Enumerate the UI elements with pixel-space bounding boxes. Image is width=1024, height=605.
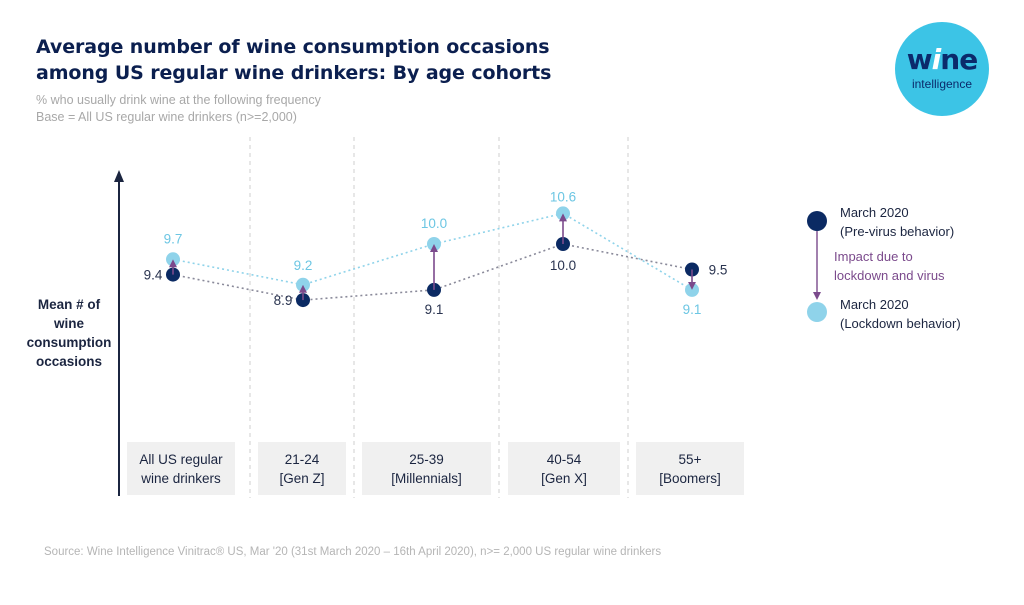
x-category-label-text: 40-54 [Gen X] <box>541 450 587 488</box>
legend-lockdown-marker <box>807 302 827 322</box>
y-axis-label-line: wine <box>53 316 84 331</box>
chart-title: Average number of wine consumption occas… <box>36 34 636 86</box>
x-category-label: 55+ [Boomers] <box>636 442 744 495</box>
logo-ne: ne <box>940 43 978 76</box>
x-category-label: 40-54 [Gen X] <box>508 442 620 495</box>
legend-pre-virus-label: (Pre-virus behavior) <box>840 224 954 239</box>
pre-virus-data-label: 9.1 <box>425 302 444 317</box>
subtitle-line-1: % who usually drink wine at the followin… <box>36 93 321 107</box>
x-category-label-line: wine drinkers <box>141 470 221 486</box>
legend-pre-virus-marker <box>807 211 827 231</box>
lockdown-data-label: 9.7 <box>164 231 183 246</box>
chart-subtitle: % who usually drink wine at the followin… <box>36 92 321 126</box>
x-category-label-text: 55+ [Boomers] <box>659 450 721 488</box>
legend-impact-label: Impact due to <box>834 249 913 264</box>
y-axis-label-line: consumption <box>26 335 112 350</box>
logo-word-wine: wine <box>895 46 989 74</box>
logo-i: i <box>931 43 942 76</box>
x-category-label: 25-39 [Millennials] <box>362 442 491 495</box>
wine-intelligence-logo: wine intelligence <box>895 22 989 116</box>
subtitle-line-2: Base = All US regular wine drinkers (n>=… <box>36 110 297 124</box>
logo-w: w <box>906 43 933 76</box>
legend-pre-virus-label: March 2020 <box>840 205 909 220</box>
y-axis-label: Mean # of wine consumption occasions <box>20 295 118 371</box>
x-category-label-text: 25-39 [Millennials] <box>391 450 462 488</box>
x-category-label-line: All US regular <box>139 451 223 467</box>
lockdown-data-label: 9.1 <box>683 302 702 317</box>
x-category-label: All US regular wine drinkers <box>127 442 235 495</box>
y-axis-arrowhead <box>114 170 124 182</box>
x-category-label-line: 25-39 <box>409 451 444 467</box>
lockdown-data-label: 10.0 <box>421 216 447 231</box>
title-line-2: among US regular wine drinkers: By age c… <box>36 62 552 84</box>
pre-virus-data-label: 9.4 <box>144 268 163 283</box>
x-category-label-line: [Boomers] <box>659 470 721 486</box>
title-line-1: Average number of wine consumption occas… <box>36 36 550 58</box>
x-category-label: 21-24 [Gen Z] <box>258 442 346 495</box>
y-axis-label-line: occasions <box>35 354 103 369</box>
legend-lockdown-label: (Lockdown behavior) <box>840 316 961 331</box>
x-category-label-line: 40-54 <box>546 451 582 467</box>
x-category-label-line: [Gen X] <box>541 470 587 486</box>
lockdown-data-label: 10.6 <box>550 189 576 204</box>
legend-impact-label: lockdown and virus <box>834 268 945 283</box>
x-category-label-text: All US regular wine drinkers <box>139 450 222 488</box>
x-category-label-text: 21-24 [Gen Z] <box>279 450 324 488</box>
source-footnote: Source: Wine Intelligence Vinitrac® US, … <box>44 546 662 558</box>
logo-word-intelligence: intelligence <box>911 77 973 91</box>
x-category-label-line: [Millennials] <box>391 470 462 486</box>
lockdown-data-label: 9.2 <box>294 258 313 273</box>
x-category-label-line: 21-24 <box>284 451 320 467</box>
pre-virus-data-label: 10.0 <box>550 258 576 273</box>
pre-virus-data-label: 8.9 <box>274 293 293 308</box>
pre-virus-data-label: 9.5 <box>709 263 728 278</box>
legend-lockdown-label: March 2020 <box>840 297 909 312</box>
x-category-label-line: 55+ <box>678 451 702 467</box>
y-axis-label-line: Mean # of <box>37 297 101 312</box>
x-category-label-line: [Gen Z] <box>279 470 325 486</box>
